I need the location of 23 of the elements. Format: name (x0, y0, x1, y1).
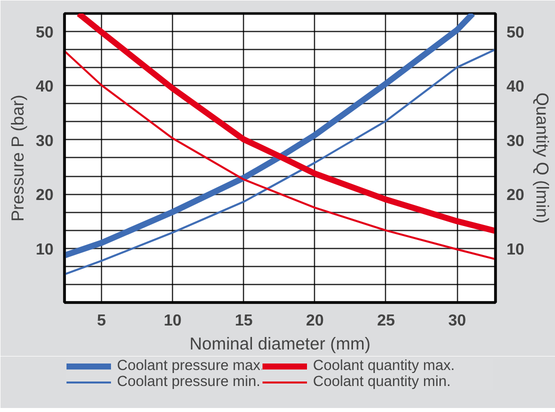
x-tick-label: 25 (377, 312, 395, 330)
y-tick-label: 40 (36, 78, 54, 96)
y2-axis-title: Quantity Q (lmin) (532, 92, 552, 224)
legend-label: Coolant pressure min. (117, 374, 262, 390)
x-tick-label: 20 (306, 312, 324, 330)
y-tick-label: 10 (36, 241, 54, 258)
y2-tick-label: 30 (506, 132, 524, 150)
y2-tick-label: 10 (506, 241, 524, 258)
x-tick-label: 15 (234, 312, 253, 330)
legend-label: Coolant quantity min. (313, 374, 452, 390)
y-tick-label: 20 (36, 187, 54, 204)
y-tick-label: 50 (36, 24, 54, 42)
y2-tick-label: 20 (506, 187, 524, 204)
y-axis-title: Pressure P (bar) (8, 94, 28, 222)
legend-label: Coolant pressure max. (117, 358, 266, 374)
y2-tick-label: 50 (506, 24, 524, 42)
x-axis-title: Nominal diameter (mm) (189, 334, 371, 354)
y-tick-label: 30 (36, 132, 54, 150)
legend-label: Coolant quantity max. (313, 358, 456, 374)
x-tick-label: 10 (164, 312, 182, 330)
x-tick-label: 30 (448, 312, 466, 330)
y2-tick-label: 40 (506, 78, 524, 96)
x-tick-label: 5 (97, 312, 106, 330)
